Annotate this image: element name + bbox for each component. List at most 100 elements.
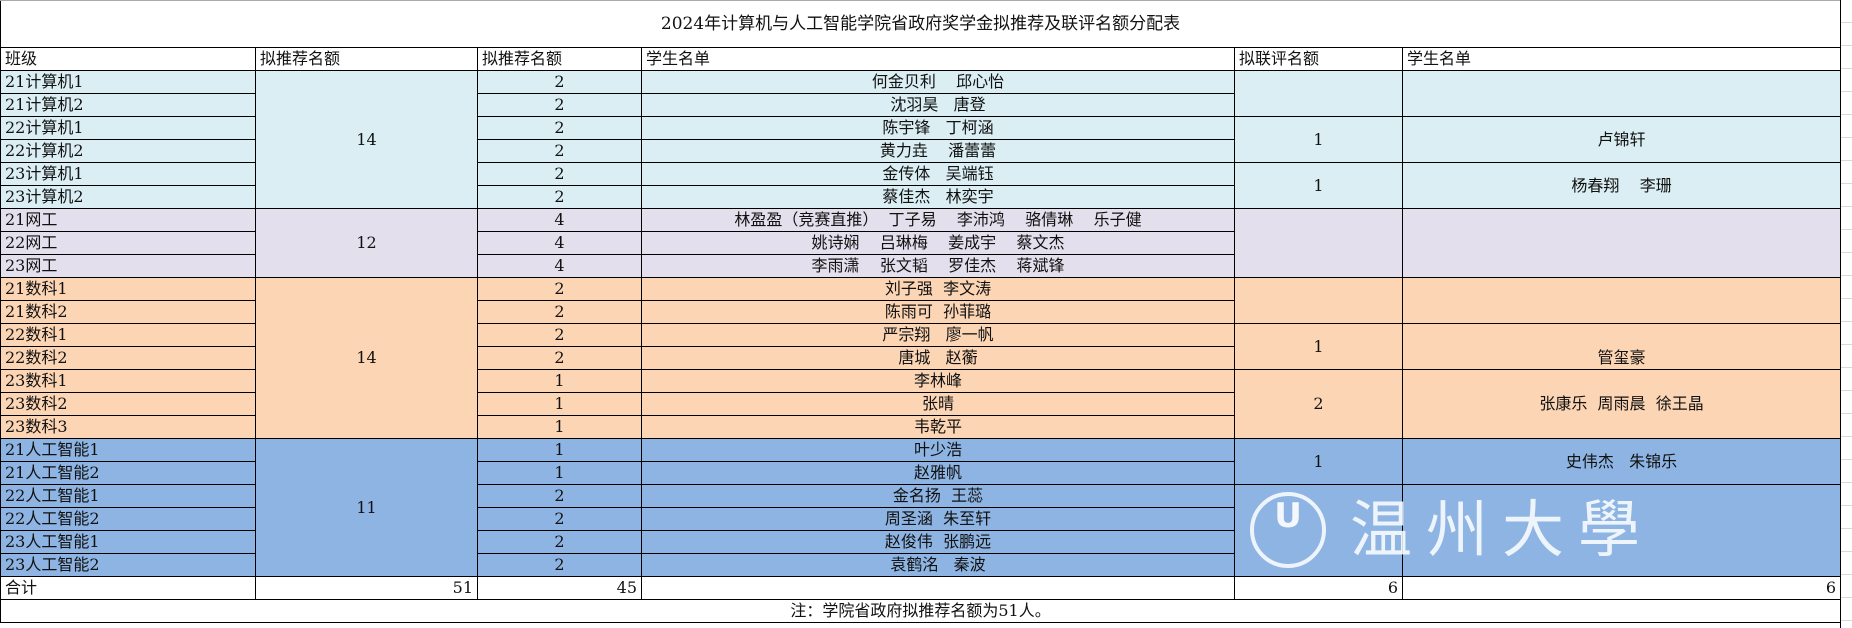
joint-quota-cell[interactable]: 2 xyxy=(1234,369,1403,439)
student-names-cell[interactable]: 林盈盈（竞赛直推） 丁子易 李沛鸿 骆倩琳 乐子健 xyxy=(641,208,1235,232)
class-quota-cell[interactable]: 2 xyxy=(477,185,642,209)
header-class-quota[interactable]: 拟推荐名额 xyxy=(477,47,642,71)
student-names-cell[interactable]: 袁鹤洺 秦波 xyxy=(641,553,1235,577)
student-names-cell[interactable]: 金传体 吴端钰 xyxy=(641,162,1235,186)
total-class-quota[interactable]: 45 xyxy=(477,576,642,600)
class-cell[interactable]: 23计算机2 xyxy=(0,185,256,209)
class-cell[interactable]: 21计算机2 xyxy=(0,93,256,117)
student-names-cell[interactable]: 金名扬 王蕊 xyxy=(641,484,1235,508)
joint-quota-cell[interactable] xyxy=(1234,70,1403,117)
student-names-cell[interactable]: 姚诗娴 吕琳梅 姜成宇 蔡文杰 xyxy=(641,231,1235,255)
class-quota-cell[interactable]: 2 xyxy=(477,70,642,94)
header-joint-quota[interactable]: 拟联评名额 xyxy=(1234,47,1403,71)
student-names-cell[interactable]: 陈雨可 孙菲璐 xyxy=(641,300,1235,324)
total-names[interactable] xyxy=(641,576,1235,600)
sheet-title[interactable]: 2024年计算机与人工智能学院省政府奖学金拟推荐及联评名额分配表 xyxy=(0,0,1842,48)
class-cell[interactable]: 21计算机1 xyxy=(0,70,256,94)
student-names-cell[interactable]: 刘子强 李文涛 xyxy=(641,277,1235,301)
note-cell[interactable]: 注：学院省政府拟推荐名额为51人。 xyxy=(0,599,1842,623)
class-cell[interactable]: 22网工 xyxy=(0,231,256,255)
class-cell[interactable]: 21数科1 xyxy=(0,277,256,301)
student-names-cell[interactable]: 韦乾平 xyxy=(641,415,1235,439)
student-names-cell[interactable]: 张晴 xyxy=(641,392,1235,416)
joint-quota-cell[interactable]: 1 xyxy=(1234,116,1403,163)
class-cell[interactable]: 22计算机1 xyxy=(0,116,256,140)
class-quota-cell[interactable]: 4 xyxy=(477,231,642,255)
class-cell[interactable]: 22人工智能2 xyxy=(0,507,256,531)
class-quota-cell[interactable]: 1 xyxy=(477,438,642,462)
total-joint-names[interactable]: 6 xyxy=(1401,576,1842,600)
student-names-cell[interactable]: 赵雅帆 xyxy=(641,461,1235,485)
class-cell[interactable]: 23网工 xyxy=(0,254,256,278)
student-names-cell[interactable]: 李林峰 xyxy=(641,369,1235,393)
joint-student-names-cell[interactable]: 张康乐 周雨晨 徐王晶 xyxy=(1401,369,1842,439)
group-quota-cell[interactable]: 12 xyxy=(255,208,478,278)
joint-student-names-cell[interactable]: 管玺豪 xyxy=(1401,323,1842,370)
class-cell[interactable]: 21人工智能2 xyxy=(0,461,256,485)
class-quota-cell[interactable]: 1 xyxy=(477,415,642,439)
student-names-cell[interactable]: 唐城 赵蘅 xyxy=(641,346,1235,370)
class-quota-cell[interactable]: 2 xyxy=(477,323,642,347)
class-quota-cell[interactable]: 2 xyxy=(477,553,642,577)
class-quota-cell[interactable]: 2 xyxy=(477,116,642,140)
class-cell[interactable]: 22人工智能1 xyxy=(0,484,256,508)
total-label[interactable]: 合计 xyxy=(0,576,256,600)
joint-quota-cell[interactable]: 1 xyxy=(1234,162,1403,209)
joint-quota-cell[interactable] xyxy=(1234,208,1403,278)
joint-student-names-cell[interactable] xyxy=(1401,484,1842,577)
class-quota-cell[interactable]: 2 xyxy=(477,93,642,117)
class-cell[interactable]: 23数科1 xyxy=(0,369,256,393)
student-names-cell[interactable]: 周圣涵 朱至轩 xyxy=(641,507,1235,531)
student-names-cell[interactable]: 陈宇锋 丁柯涵 xyxy=(641,116,1235,140)
header-class[interactable]: 班级 xyxy=(0,47,256,71)
joint-quota-cell[interactable]: 1 xyxy=(1234,323,1403,370)
class-quota-cell[interactable]: 1 xyxy=(477,392,642,416)
group-quota-cell[interactable]: 11 xyxy=(255,438,478,577)
class-cell[interactable]: 23人工智能2 xyxy=(0,553,256,577)
class-quota-cell[interactable]: 2 xyxy=(477,530,642,554)
group-quota-cell[interactable]: 14 xyxy=(255,70,478,209)
class-cell[interactable]: 23人工智能1 xyxy=(0,530,256,554)
class-quota-cell[interactable]: 2 xyxy=(477,300,642,324)
joint-student-names-cell[interactable] xyxy=(1401,70,1842,117)
class-quota-cell[interactable]: 2 xyxy=(477,507,642,531)
class-cell[interactable]: 22计算机2 xyxy=(0,139,256,163)
student-names-cell[interactable]: 何金贝利 邱心怡 xyxy=(641,70,1235,94)
class-cell[interactable]: 23数科2 xyxy=(0,392,256,416)
class-quota-cell[interactable]: 2 xyxy=(477,346,642,370)
student-names-cell[interactable]: 李雨潇 张文韬 罗佳杰 蒋斌锋 xyxy=(641,254,1235,278)
joint-student-names-cell[interactable]: 卢锦轩 xyxy=(1401,116,1842,163)
class-quota-cell[interactable]: 1 xyxy=(477,461,642,485)
header-joint-student-list[interactable]: 学生名单 xyxy=(1401,47,1842,71)
student-names-cell[interactable]: 沈羽昊 唐登 xyxy=(641,93,1235,117)
joint-student-names-cell[interactable]: 杨春翔 李珊 xyxy=(1401,162,1842,209)
joint-student-names-cell[interactable]: 史伟杰 朱锦乐 xyxy=(1401,438,1842,485)
student-names-cell[interactable]: 赵俊伟 张鹏远 xyxy=(641,530,1235,554)
joint-student-names-cell[interactable] xyxy=(1401,277,1842,324)
class-quota-cell[interactable]: 2 xyxy=(477,277,642,301)
class-quota-cell[interactable]: 2 xyxy=(477,484,642,508)
student-names-cell[interactable]: 叶少浩 xyxy=(641,438,1235,462)
class-cell[interactable]: 21数科2 xyxy=(0,300,256,324)
class-quota-cell[interactable]: 2 xyxy=(477,139,642,163)
header-group-quota[interactable]: 拟推荐名额 xyxy=(255,47,478,71)
student-names-cell[interactable]: 蔡佳杰 林奕宇 xyxy=(641,185,1235,209)
class-quota-cell[interactable]: 2 xyxy=(477,162,642,186)
total-group-quota[interactable]: 51 xyxy=(255,576,478,600)
class-cell[interactable]: 22数科2 xyxy=(0,346,256,370)
class-quota-cell[interactable]: 1 xyxy=(477,369,642,393)
class-cell[interactable]: 22数科1 xyxy=(0,323,256,347)
class-cell[interactable]: 23数科3 xyxy=(0,415,256,439)
class-cell[interactable]: 23计算机1 xyxy=(0,162,256,186)
joint-quota-cell[interactable]: 1 xyxy=(1234,438,1403,485)
total-joint-quota[interactable]: 6 xyxy=(1234,576,1403,600)
header-student-list[interactable]: 学生名单 xyxy=(641,47,1235,71)
joint-student-names-cell[interactable] xyxy=(1401,208,1842,278)
joint-quota-cell[interactable] xyxy=(1234,484,1403,577)
joint-quota-cell[interactable] xyxy=(1234,277,1403,324)
class-cell[interactable]: 21网工 xyxy=(0,208,256,232)
group-quota-cell[interactable]: 14 xyxy=(255,277,478,439)
student-names-cell[interactable]: 黄力垚 潘蕾蕾 xyxy=(641,139,1235,163)
class-quota-cell[interactable]: 4 xyxy=(477,254,642,278)
class-quota-cell[interactable]: 4 xyxy=(477,208,642,232)
